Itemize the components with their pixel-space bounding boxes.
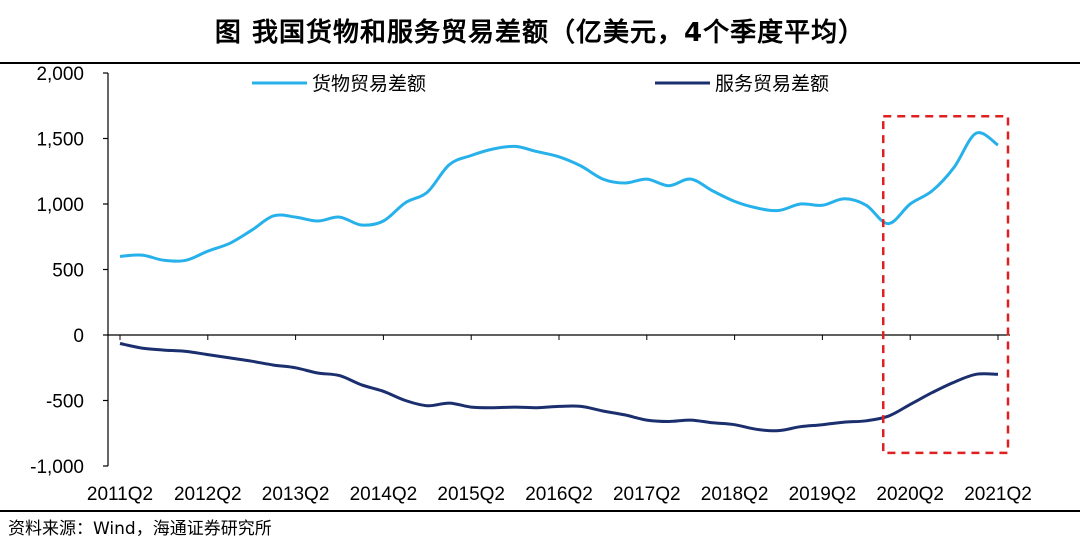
x-tick-label: 2013Q2 bbox=[262, 484, 330, 505]
legend-goods: 货物贸易差额 bbox=[252, 73, 426, 95]
x-tick-label: 2012Q2 bbox=[174, 484, 242, 505]
y-tick-label: 500 bbox=[52, 261, 84, 282]
x-tick-label: 2017Q2 bbox=[613, 484, 681, 505]
series-layer bbox=[119, 131, 999, 433]
chart-area: -1,000 -500 0 500 1,000 1,500 2,000 2011Q2 2012Q… bbox=[0, 64, 1080, 508]
axis-layer: -1,000 -500 0 500 1,000 1,500 2,000 2011Q2 2012Q… bbox=[30, 64, 1032, 505]
chart-title-bar: 图 我国货物和服务贸易差额（亿美元，4个季度平均） bbox=[0, 0, 1080, 60]
x-tick-label: 2016Q2 bbox=[525, 484, 593, 505]
x-tick-label: 2019Q2 bbox=[789, 484, 857, 505]
x-tick-label: 2014Q2 bbox=[350, 484, 418, 505]
x-tick-label: 2020Q2 bbox=[876, 484, 944, 505]
y-tick-label: -500 bbox=[46, 392, 84, 413]
x-tick-label: 2021Q2 bbox=[964, 484, 1032, 505]
goods-trade-balance-line bbox=[119, 131, 999, 263]
source-divider bbox=[0, 510, 1080, 512]
x-tick-label: 2018Q2 bbox=[701, 484, 769, 505]
legend-services: 服务贸易差额 bbox=[655, 73, 829, 95]
title-divider bbox=[0, 62, 1080, 64]
y-tick-label: 2,000 bbox=[36, 64, 84, 85]
legend-label: 服务贸易差额 bbox=[715, 73, 829, 95]
legend-label: 货物贸易差额 bbox=[312, 73, 426, 95]
x-tick-label: 2011Q2 bbox=[87, 484, 153, 505]
y-tick-label: 1,500 bbox=[36, 130, 84, 151]
y-tick-label: 0 bbox=[73, 326, 84, 347]
y-tick-label: -1,000 bbox=[30, 457, 84, 478]
y-tick-label: 1,000 bbox=[36, 195, 84, 216]
highlight-box bbox=[882, 114, 1010, 455]
x-tick-label: 2015Q2 bbox=[437, 484, 505, 505]
annotation-layer bbox=[882, 114, 1010, 455]
line-chart: -1,000 -500 0 500 1,000 1,500 2,000 2011Q2 2012Q… bbox=[30, 64, 1032, 505]
chart-title: 图 我国货物和服务贸易差额（亿美元，4个季度平均） bbox=[214, 17, 866, 48]
source-note: 资料来源：Wind，海通证券研究所 bbox=[8, 519, 272, 539]
legend: 货物贸易差额 服务贸易差额 bbox=[252, 73, 829, 95]
services-trade-balance-line bbox=[119, 342, 999, 433]
